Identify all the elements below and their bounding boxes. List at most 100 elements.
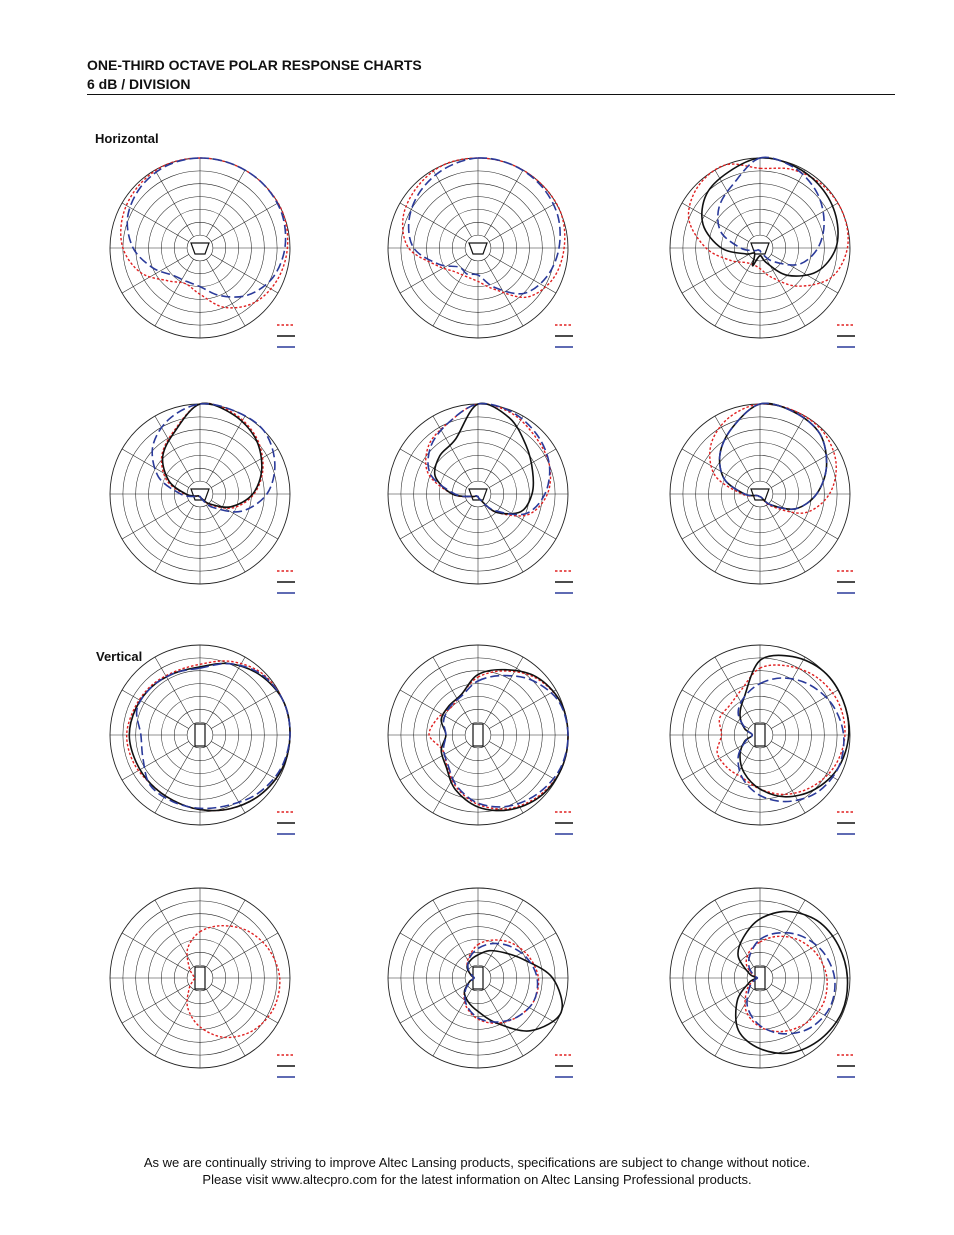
grid-spoke — [206, 656, 246, 725]
grid-spoke — [432, 169, 472, 238]
polar-chart-9 — [669, 644, 855, 835]
horn-icon — [468, 242, 488, 255]
grid-spoke — [399, 254, 468, 294]
grid-spoke — [488, 932, 557, 972]
grid-spoke — [121, 689, 190, 729]
grid-spoke — [121, 500, 190, 540]
response-curve-red — [709, 403, 837, 514]
grid-spoke — [121, 741, 190, 781]
grid-spoke — [210, 984, 279, 1024]
grid-spoke — [766, 656, 806, 725]
grid-spoke — [399, 202, 468, 242]
grid-spoke — [714, 745, 754, 814]
response-curve-blue — [151, 402, 276, 513]
grid-spoke — [206, 899, 246, 968]
grid-spoke — [766, 258, 806, 327]
grid-spoke — [770, 689, 839, 729]
grid-spoke — [714, 258, 754, 327]
grid-spoke — [766, 415, 806, 484]
grid-spoke — [484, 504, 524, 573]
grid-spoke — [766, 745, 806, 814]
grid-spoke — [210, 254, 279, 294]
cabinet-icon — [754, 723, 766, 747]
grid-spoke — [154, 169, 194, 238]
grid-spoke — [154, 988, 194, 1057]
response-curve-red — [125, 660, 291, 812]
grid-spoke — [154, 745, 194, 814]
response-curve-blue — [135, 662, 291, 810]
grid-spoke — [770, 741, 839, 781]
grid-spoke — [681, 254, 750, 294]
response-curve-black — [463, 949, 564, 1032]
footer-line-2: Please visit www.altecpro.com for the la… — [202, 1172, 752, 1187]
grid-spoke — [488, 202, 557, 242]
grid-spoke — [154, 656, 194, 725]
header-rule — [87, 94, 895, 95]
grid-spoke — [399, 741, 468, 781]
grid-spoke — [206, 415, 246, 484]
grid-spoke — [121, 932, 190, 972]
grid-spoke — [206, 169, 246, 238]
response-curve-blue — [442, 674, 569, 808]
response-curve-red — [120, 157, 289, 309]
grid-spoke — [484, 745, 524, 814]
response-curve-red — [401, 157, 566, 299]
grid-spoke — [766, 988, 806, 1057]
grid-spoke — [770, 932, 839, 972]
grid-spoke — [770, 500, 839, 540]
response-curve-red — [687, 163, 849, 287]
page-subtitle: 6 dB / DIVISION — [87, 76, 191, 92]
grid-spoke — [432, 504, 472, 573]
grid-spoke — [484, 656, 524, 725]
grid-spoke — [432, 258, 472, 327]
response-curve-blue — [718, 402, 828, 511]
grid-spoke — [714, 504, 754, 573]
grid-spoke — [399, 500, 468, 540]
response-curve-red — [428, 670, 569, 810]
grid-spoke — [210, 741, 279, 781]
polar-chart-11 — [387, 887, 573, 1078]
response-curve-black — [440, 668, 569, 812]
response-curve-blue — [737, 677, 845, 803]
grid-spoke — [714, 415, 754, 484]
grid-spoke — [484, 988, 524, 1057]
polar-chart-12 — [669, 887, 855, 1078]
grid-spoke — [681, 500, 750, 540]
polar-chart-5 — [387, 402, 573, 594]
response-curve-black — [701, 157, 839, 277]
grid-spoke — [210, 202, 279, 242]
cabinet-icon — [754, 966, 766, 990]
polar-chart-6 — [669, 402, 855, 594]
grid-spoke — [770, 254, 839, 294]
grid-spoke — [210, 448, 279, 488]
page-header: ONE-THIRD OCTAVE POLAR RESPONSE CHARTS 6… — [87, 56, 895, 95]
polar-chart-1 — [109, 157, 295, 348]
grid-spoke — [484, 899, 524, 968]
polar-chart-8 — [387, 644, 573, 835]
response-curve-blue — [464, 942, 539, 1023]
grid-spoke — [154, 899, 194, 968]
grid-spoke — [488, 984, 557, 1024]
grid-spoke — [714, 169, 754, 238]
grid-spoke — [432, 899, 472, 968]
grid-spoke — [488, 254, 557, 294]
grid-spoke — [484, 415, 524, 484]
footer-line-1: As we are continually striving to improv… — [143, 1155, 811, 1170]
grid-spoke — [484, 169, 524, 238]
grid-spoke — [154, 504, 194, 573]
grid-spoke — [488, 689, 557, 729]
polar-chart-4 — [109, 402, 295, 594]
cabinet-icon — [194, 723, 206, 747]
grid-spoke — [121, 984, 190, 1024]
cabinet-icon — [472, 966, 484, 990]
response-curve-blue — [716, 156, 825, 266]
grid-spoke — [210, 689, 279, 729]
grid-spoke — [770, 984, 839, 1024]
response-curve-blue — [427, 402, 551, 516]
response-curve-blue — [746, 931, 836, 1035]
page-title: ONE-THIRD OCTAVE POLAR RESPONSE CHARTS — [87, 57, 422, 73]
section-label-horizontal: Horizontal — [95, 131, 159, 146]
grid-spoke — [488, 448, 557, 488]
polar-chart-10 — [109, 887, 295, 1078]
